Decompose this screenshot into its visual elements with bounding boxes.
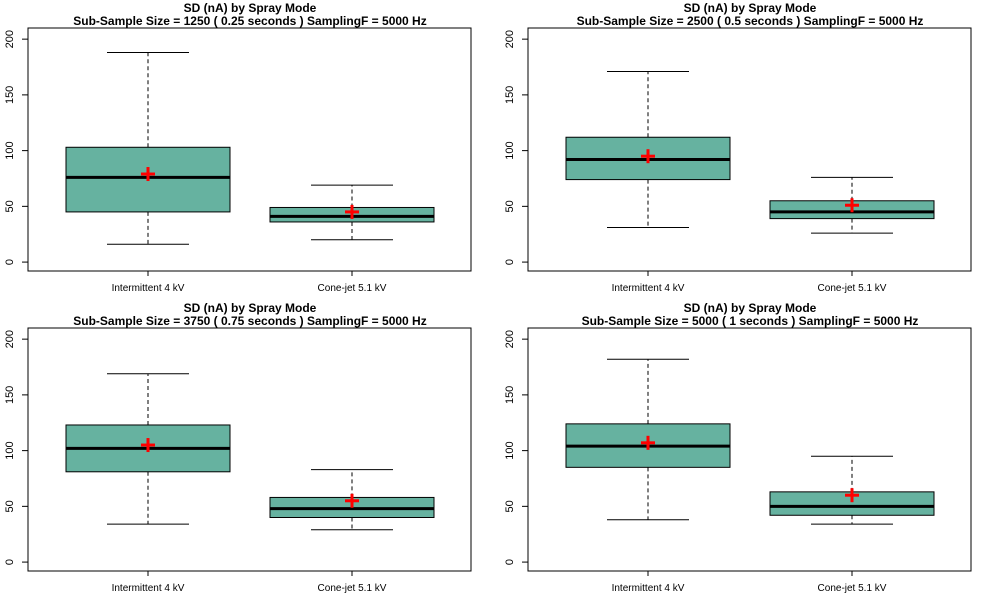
y-tick-label: 200 [504, 30, 516, 48]
y-tick-label: 100 [4, 441, 16, 459]
x-category-label: Cone-jet 5.1 kV [818, 583, 887, 594]
y-tick-label: 200 [504, 330, 516, 348]
y-tick-label: 200 [4, 330, 16, 348]
chart-subtitle: Sub-Sample Size = 1250 ( 0.25 seconds ) … [73, 14, 426, 28]
y-tick-label: 200 [4, 30, 16, 48]
chart-title: SD (nA) by Spray Mode [184, 1, 317, 15]
y-tick-label: 100 [504, 441, 516, 459]
y-tick-label: 0 [504, 259, 516, 265]
y-tick-label: 150 [504, 86, 516, 104]
box-2 [269, 184, 435, 241]
chart-panel-2: SD (nA) by Spray Mode Sub-Sample Size = 2… [500, 0, 1000, 300]
y-tick-label: 150 [4, 386, 16, 404]
x-category-label: Cone-jet 5.1 kV [818, 283, 887, 294]
box-1 [565, 358, 731, 521]
y-tick-label: 0 [4, 259, 16, 265]
box-2 [769, 176, 935, 234]
x-category-label: Cone-jet 5.1 kV [318, 283, 387, 294]
chart-subtitle: Sub-Sample Size = 3750 ( 0.75 seconds ) … [73, 314, 426, 328]
chart-title: SD (nA) by Spray Mode [684, 1, 817, 15]
y-tick-label: 100 [504, 141, 516, 159]
chart-subtitle: Sub-Sample Size = 5000 ( 1 seconds ) Sam… [582, 314, 919, 328]
y-tick-label: 50 [4, 200, 16, 212]
x-category-label: Intermittent 4 kV [612, 583, 685, 594]
y-tick-label: 50 [504, 500, 516, 512]
box-1 [65, 52, 231, 245]
y-tick-label: 0 [4, 559, 16, 565]
chart-panel-3: SD (nA) by Spray Mode Sub-Sample Size = 3… [0, 300, 500, 600]
box-1 [65, 373, 231, 525]
y-tick-label: 150 [4, 86, 16, 104]
y-tick-label: 50 [4, 500, 16, 512]
plot-frame [27, 327, 472, 572]
y-tick-label: 50 [504, 200, 516, 212]
x-category-label: Cone-jet 5.1 kV [318, 583, 387, 594]
plot-frame [27, 27, 472, 272]
plot-frame [527, 327, 972, 572]
y-tick-label: 150 [504, 386, 516, 404]
box-2 [269, 469, 435, 531]
chart-panel-4: SD (nA) by Spray Mode Sub-Sample Size = 5… [500, 300, 1000, 600]
chart-subtitle: Sub-Sample Size = 2500 ( 0.5 seconds ) S… [577, 14, 924, 28]
chart-title: SD (nA) by Spray Mode [184, 301, 317, 315]
x-category-label: Intermittent 4 kV [112, 283, 185, 294]
plot-frame [527, 27, 972, 272]
box-2 [769, 455, 935, 525]
y-tick-label: 100 [4, 141, 16, 159]
x-category-label: Intermittent 4 kV [612, 283, 685, 294]
x-category-label: Intermittent 4 kV [112, 583, 185, 594]
box-1 [565, 70, 731, 229]
y-tick-label: 0 [504, 559, 516, 565]
chart-title: SD (nA) by Spray Mode [684, 301, 817, 315]
chart-panel-1: SD (nA) by Spray Mode Sub-Sample Size = 1… [0, 0, 500, 300]
